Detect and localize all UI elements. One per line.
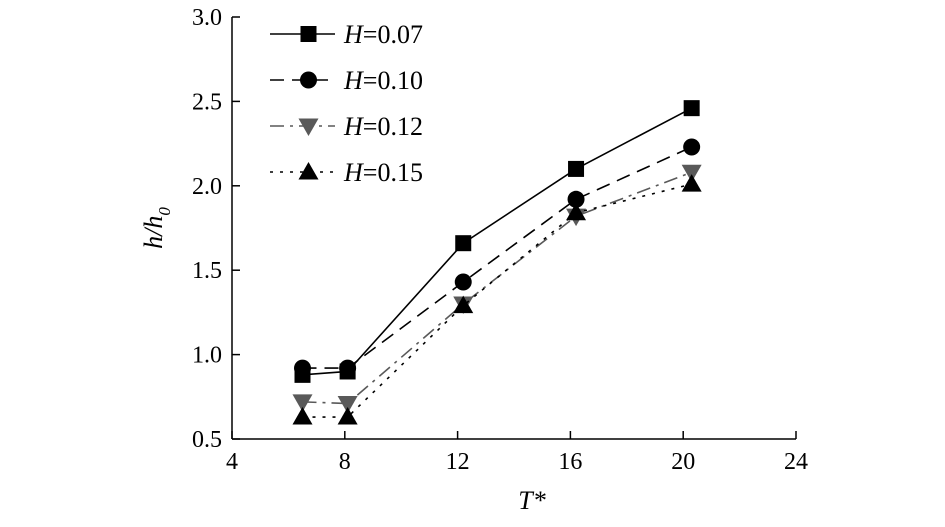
legend-entry: H=0.07	[270, 20, 423, 49]
data-point	[683, 100, 700, 117]
legend-marker	[298, 162, 319, 180]
series-line	[302, 171, 692, 405]
y-tick-label: 2.0	[192, 174, 222, 200]
y-tick-label: 2.5	[192, 89, 222, 115]
series-2	[294, 138, 701, 377]
legend-marker	[300, 71, 317, 89]
series-1	[294, 100, 700, 383]
y-tick-label: 3.0	[192, 5, 222, 31]
series-line	[302, 107, 693, 376]
legend: H=0.07 H=0.10 H=0.12 H=0.15	[270, 20, 423, 187]
ticks: 4 8 12 16 20 24 0.5 1.0 1.5 2.0 2.5 3.0	[192, 5, 808, 475]
data-point	[337, 407, 358, 425]
data-point	[455, 235, 472, 252]
data-point	[292, 407, 313, 425]
x-tick-label: 24	[784, 449, 808, 475]
legend-entry: H=0.10	[270, 66, 423, 95]
data-point	[568, 160, 585, 177]
y-tick-label: 1.5	[192, 258, 222, 284]
legend-entry: H=0.15	[270, 158, 423, 187]
data-point	[339, 359, 357, 377]
series-4	[292, 174, 702, 425]
data-point	[454, 273, 472, 291]
axes	[231, 17, 796, 440]
y-axis-label-group: h/h0	[139, 207, 174, 249]
y-tick-label: 0.5	[192, 427, 222, 453]
legend-label: H=0.07	[343, 20, 423, 49]
legend-label: H=0.15	[343, 158, 423, 187]
x-tick-label: 20	[671, 449, 695, 475]
data-point	[292, 394, 313, 412]
x-tick-label: 8	[339, 449, 351, 475]
data-point	[337, 396, 358, 414]
svg-text:h/h0: h/h0	[139, 207, 174, 249]
data-point	[566, 202, 587, 221]
data-point	[681, 164, 702, 183]
legend-marker	[298, 118, 319, 136]
data-point	[294, 359, 311, 377]
series-line	[302, 183, 692, 418]
x-tick-label: 4	[226, 449, 238, 475]
x-tick-label: 16	[558, 449, 582, 475]
legend-marker	[300, 26, 317, 42]
x-tick-label: 12	[446, 449, 470, 475]
data-point	[681, 174, 702, 192]
data-point	[683, 138, 701, 156]
data-point	[453, 295, 474, 314]
y-axis-label-subscript: 0	[155, 207, 174, 216]
legend-label: H=0.12	[343, 112, 423, 141]
series-layer	[292, 100, 702, 425]
x-axis-label: T*	[518, 486, 545, 515]
legend-entry: H=0.12	[270, 112, 423, 141]
y-axis-label: h/h	[139, 216, 168, 249]
legend-label: H=0.10	[343, 66, 423, 95]
data-point	[567, 190, 585, 208]
y-tick-label: 1.0	[192, 343, 222, 369]
